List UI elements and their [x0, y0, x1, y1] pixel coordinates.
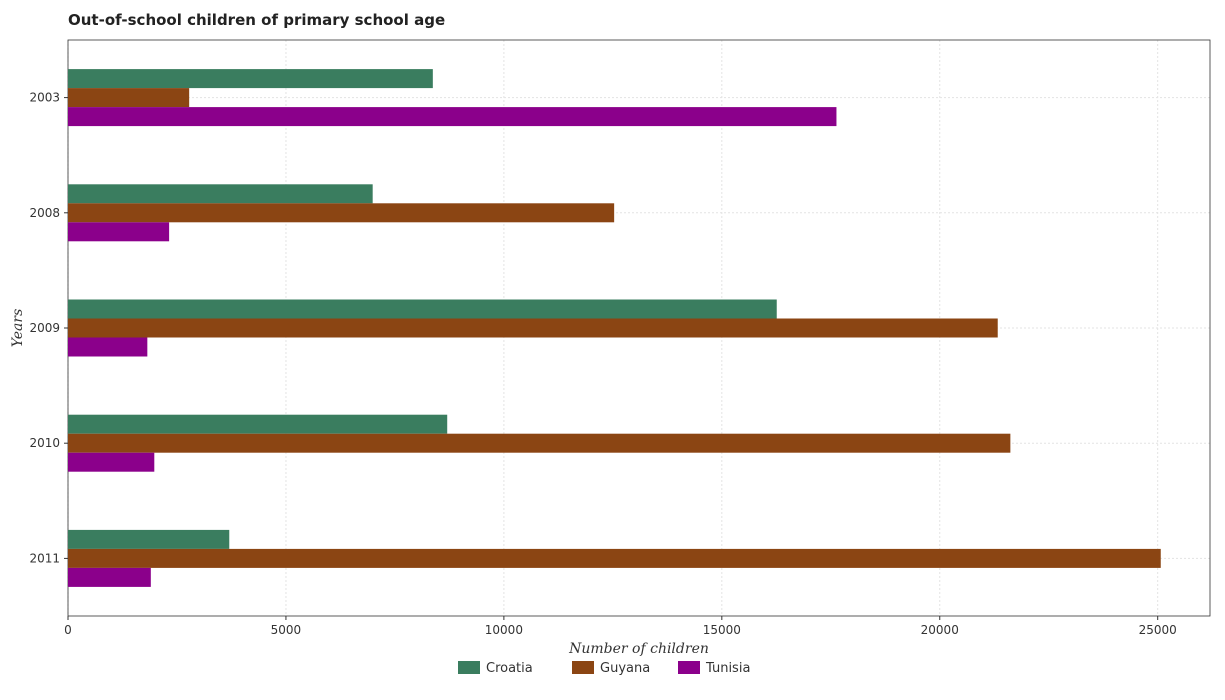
bar-croatia-2008: [68, 184, 373, 204]
bars-group: [68, 69, 1161, 587]
bar-tunisia-2009: [68, 337, 148, 357]
bar-guyana-2011: [68, 548, 1161, 568]
x-tick-labels: 0 5000 10000 15000 20000 25000: [64, 616, 1177, 637]
x-tick-label-0: 0: [64, 623, 72, 637]
bar-croatia-2009: [68, 299, 777, 319]
legend-swatch-tunisia: [678, 661, 700, 674]
bar-tunisia-2008: [68, 222, 170, 242]
bar-tunisia-2011: [68, 567, 151, 587]
y-tick-label-3: 2010: [29, 436, 60, 450]
legend: Croatia Guyana Tunisia: [458, 661, 750, 676]
bar-croatia-2003: [68, 69, 433, 89]
legend-swatch-guyana: [572, 661, 594, 674]
chart-title: Out-of-school children of primary school…: [68, 11, 445, 29]
legend-label-guyana: Guyana: [600, 661, 650, 676]
bar-croatia-2010: [68, 414, 448, 434]
y-axis-label: Years: [10, 309, 26, 348]
x-tick-label-4: 20000: [921, 623, 959, 637]
y-tick-label-0: 2003: [29, 91, 60, 105]
x-tick-label-3: 15000: [703, 623, 741, 637]
bar-tunisia-2010: [68, 452, 155, 472]
bar-tunisia-2003: [68, 107, 837, 127]
bar-guyana-2010: [68, 433, 1011, 453]
y-tick-label-2: 2009: [29, 321, 60, 335]
legend-label-tunisia: Tunisia: [705, 661, 750, 676]
bar-croatia-2011: [68, 529, 230, 549]
x-tick-label-5: 25000: [1139, 623, 1177, 637]
bar-guyana-2003: [68, 88, 190, 108]
y-tick-labels: 2003 2008 2009 2010 2011: [29, 91, 68, 565]
bar-guyana-2009: [68, 318, 998, 338]
legend-swatch-croatia: [458, 661, 480, 674]
y-tick-label-1: 2008: [29, 206, 60, 220]
x-tick-label-1: 5000: [271, 623, 302, 637]
y-tick-label-4: 2011: [29, 551, 60, 565]
x-tick-label-2: 10000: [485, 623, 523, 637]
bar-guyana-2008: [68, 203, 615, 223]
legend-label-croatia: Croatia: [486, 661, 533, 676]
x-axis-label: Number of children: [568, 641, 709, 657]
